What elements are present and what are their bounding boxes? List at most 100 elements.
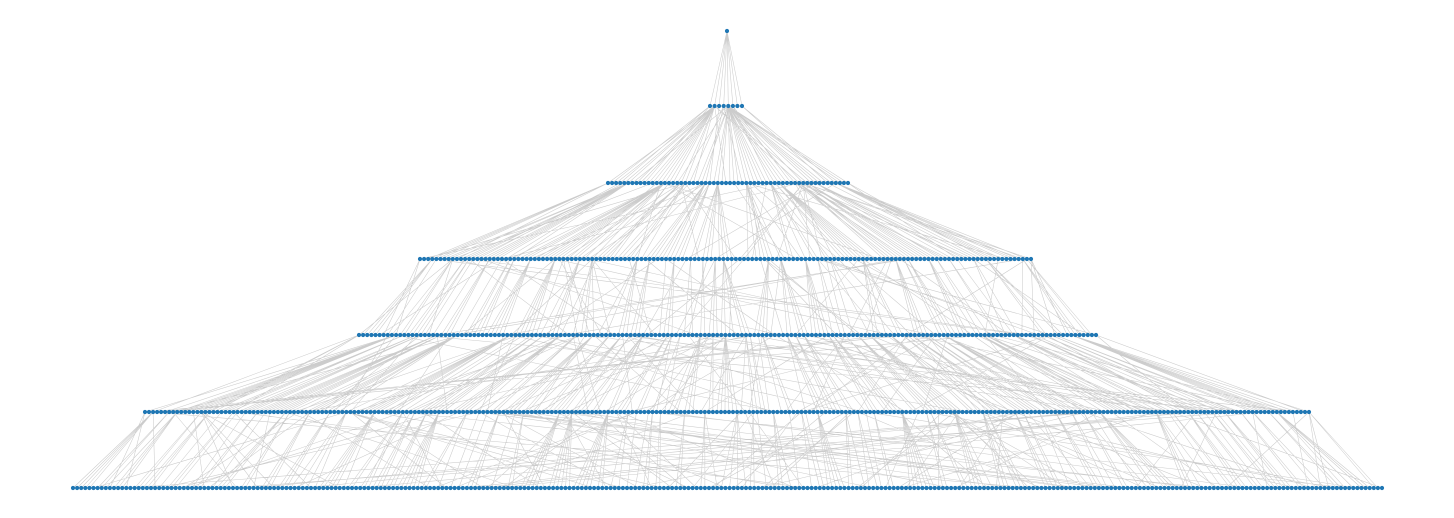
tree-node	[929, 332, 934, 338]
tree-node	[629, 485, 634, 491]
tree-node	[1048, 332, 1053, 338]
tree-node	[1008, 409, 1014, 415]
tree-node	[670, 409, 675, 415]
tree-node	[546, 332, 551, 338]
tree-node	[538, 332, 543, 338]
tree-node	[218, 485, 223, 491]
tree-node	[1230, 409, 1235, 415]
tree-node	[822, 332, 827, 338]
tree-node	[949, 485, 954, 491]
tree-node	[1113, 485, 1118, 491]
tree-node	[710, 409, 716, 415]
tree-node	[369, 332, 374, 338]
tree-node	[1097, 409, 1102, 415]
tree-node	[1008, 256, 1013, 262]
tree-node	[590, 409, 595, 415]
tree-node	[944, 409, 949, 415]
tree-node	[518, 485, 523, 491]
tree-node	[1100, 485, 1106, 491]
tree-node	[972, 409, 977, 415]
tree-node	[573, 409, 579, 415]
tree-node	[877, 256, 882, 262]
tree-node	[436, 409, 442, 415]
tree-node	[1117, 409, 1122, 415]
tree-node	[646, 409, 651, 415]
tree-node	[735, 409, 740, 415]
tree-node	[1198, 409, 1203, 415]
tree-node	[1166, 485, 1171, 491]
tree-node	[191, 409, 196, 415]
tree-node	[1089, 332, 1094, 338]
tree-node	[959, 256, 964, 262]
tree-node	[645, 485, 650, 491]
tree-node	[504, 256, 509, 262]
tree-node	[374, 485, 379, 491]
tree-node	[431, 332, 436, 338]
tree-node	[419, 485, 424, 491]
tree-node	[1161, 409, 1167, 415]
tree-node	[1024, 256, 1029, 262]
tree-node	[714, 409, 720, 415]
tree-node	[899, 485, 905, 491]
tree-node	[867, 485, 872, 491]
tree-node	[364, 409, 369, 415]
tree-node	[977, 485, 983, 491]
tree-node	[723, 485, 728, 491]
tree-node	[834, 485, 839, 491]
tree-node	[489, 485, 494, 491]
tree-node	[312, 409, 317, 415]
tree-node	[545, 256, 550, 262]
tree-node	[756, 332, 761, 338]
tree-node	[360, 409, 365, 415]
tree-node	[1273, 485, 1278, 491]
tree-node	[563, 485, 568, 491]
tree-node	[803, 256, 808, 262]
tree-node	[686, 332, 691, 338]
tree-node	[791, 256, 796, 262]
tree-node	[1260, 485, 1266, 491]
tree-node	[770, 256, 775, 262]
tree-node	[912, 332, 917, 338]
tree-node	[869, 256, 874, 262]
tree-node	[638, 180, 643, 186]
tree-node	[819, 256, 825, 262]
tree-node	[920, 409, 925, 415]
tree-node	[700, 256, 706, 262]
tree-node	[696, 256, 701, 262]
tree-node	[460, 485, 465, 491]
tree-node	[434, 256, 439, 262]
tree-node	[1158, 485, 1163, 491]
tree-node	[189, 485, 195, 491]
tree-node	[540, 256, 546, 262]
tree-node	[1326, 485, 1331, 491]
tree-node	[1250, 409, 1255, 415]
tree-node	[602, 409, 607, 415]
tree-node	[1129, 485, 1134, 491]
tree-node	[793, 332, 798, 338]
tree-node	[676, 256, 681, 262]
tree-node	[843, 409, 848, 415]
tree-node	[349, 485, 355, 491]
tree-node	[645, 332, 650, 338]
tree-node	[173, 485, 178, 491]
tree-node	[443, 332, 448, 338]
tree-node	[698, 332, 703, 338]
tree-node	[875, 332, 880, 338]
tree-node	[748, 485, 753, 491]
tree-node	[132, 485, 137, 491]
node-row-level-2	[605, 180, 851, 186]
tree-node	[771, 409, 776, 415]
tree-node	[884, 409, 889, 415]
tree-node	[879, 332, 885, 338]
tree-node	[1029, 409, 1034, 415]
tree-node	[1150, 485, 1155, 491]
tree-node	[505, 409, 510, 415]
tree-node	[279, 409, 284, 415]
tree-node	[813, 180, 818, 186]
tree-node	[284, 485, 289, 491]
tree-node	[875, 409, 881, 415]
tree-node	[87, 485, 92, 491]
tree-node	[739, 103, 745, 109]
tree-node	[772, 332, 777, 338]
tree-node	[1076, 485, 1081, 491]
